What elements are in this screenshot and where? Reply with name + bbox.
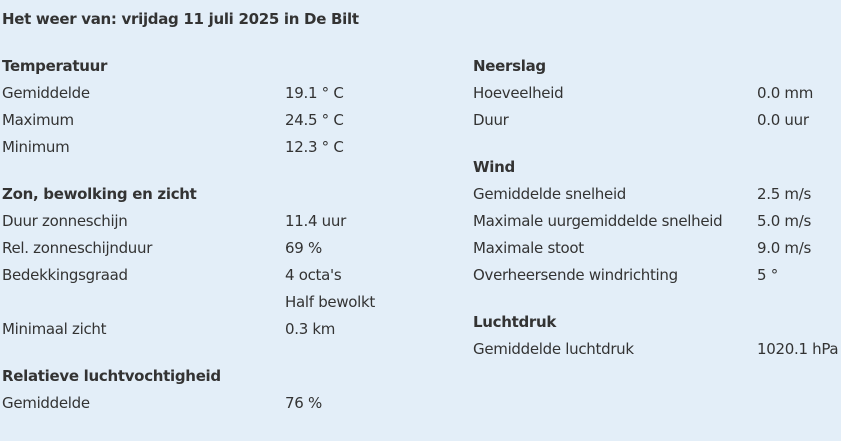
section-heading: Temperatuur <box>2 57 108 75</box>
row-value: 9.0 m/s <box>757 239 812 257</box>
row-value: 2.5 m/s <box>757 185 812 203</box>
row-label: Duur <box>473 111 509 129</box>
row-value: 0.3 km <box>285 320 336 338</box>
section-luchtdruk: Luchtdruk Gemiddelde luchtdruk 1020.1 hPa <box>473 309 841 363</box>
data-row: Duur 0.0 uur <box>473 107 841 134</box>
row-label: Gemiddelde luchtdruk <box>473 340 634 358</box>
section-temperatuur: Temperatuur Gemiddelde 19.1 ° C Maximum 24.5… <box>2 53 442 161</box>
section-heading: Relatieve luchtvochtigheid <box>2 367 221 385</box>
section-zon-bewolking-en-zicht: Zon, bewolking en zicht Duur zonneschijn 1… <box>2 181 442 343</box>
row-value: Half bewolkt <box>285 293 376 311</box>
section-neerslag: Neerslag Hoeveelheid 0.0 mm Duur 0.0 uur <box>473 53 841 134</box>
row-label: Minimaal zicht <box>2 320 107 338</box>
right-column: Neerslag Hoeveelheid 0.0 mm Duur 0.0 uur Wind… <box>473 53 841 383</box>
row-label <box>2 289 285 316</box>
row-value: 0.0 mm <box>757 84 814 102</box>
data-row: Gemiddelde 76 % <box>2 390 442 417</box>
row-value: 5 ° <box>757 266 778 284</box>
data-row: Rel. zonneschijnduur 69 % <box>2 235 442 262</box>
data-row: Gemiddelde 19.1 ° C <box>2 80 442 107</box>
row-label: Overheersende windrichting <box>473 266 678 284</box>
row-value: 11.4 uur <box>285 212 346 230</box>
row-value: 24.5 ° C <box>285 111 344 129</box>
data-row: Bedekkingsgraad 4 octa's <box>2 262 442 289</box>
section-heading: Zon, bewolking en zicht <box>2 185 197 203</box>
data-row: Overheersende windrichting 5 ° <box>473 262 841 289</box>
row-label: Gemiddelde <box>2 84 90 102</box>
data-row: Minimaal zicht 0.3 km <box>2 316 442 343</box>
data-row: Duur zonneschijn 11.4 uur <box>2 208 442 235</box>
row-label: Maximale stoot <box>473 239 584 257</box>
section-wind: Wind Gemiddelde snelheid 2.5 m/s Maximale u… <box>473 154 841 289</box>
data-row: Hoeveelheid 0.0 mm <box>473 80 841 107</box>
row-label: Bedekkingsgraad <box>2 266 128 284</box>
row-label: Rel. zonneschijnduur <box>2 239 153 257</box>
row-label: Maximale uurgemiddelde snelheid <box>473 212 723 230</box>
row-value: 19.1 ° C <box>285 84 344 102</box>
row-value: 1020.1 hPa <box>757 340 839 358</box>
data-row: Maximale uurgemiddelde snelheid 5.0 m/s <box>473 208 841 235</box>
data-row: Maximale stoot 9.0 m/s <box>473 235 841 262</box>
data-row: Minimum 12.3 ° C <box>2 134 442 161</box>
data-row: Gemiddelde luchtdruk 1020.1 hPa <box>473 336 841 363</box>
row-value: 4 octa's <box>285 266 342 284</box>
section-relatieve-luchtvochtigheid: Relatieve luchtvochtigheid Gemiddelde 76 % <box>2 363 442 417</box>
row-label: Duur zonneschijn <box>2 212 128 230</box>
data-row: Maximum 24.5 ° C <box>2 107 442 134</box>
row-label: Hoeveelheid <box>473 84 564 102</box>
row-label: Maximum <box>2 111 74 129</box>
left-column: Temperatuur Gemiddelde 19.1 ° C Maximum 24.5… <box>2 53 442 437</box>
row-value: 76 % <box>285 394 322 412</box>
row-label: Minimum <box>2 138 70 156</box>
data-row: Gemiddelde snelheid 2.5 m/s <box>473 181 841 208</box>
section-heading: Luchtdruk <box>473 313 557 331</box>
row-value: 0.0 uur <box>757 111 809 129</box>
section-heading: Wind <box>473 158 515 176</box>
row-value: 5.0 m/s <box>757 212 812 230</box>
row-value: 69 % <box>285 239 322 257</box>
data-row: Half bewolkt <box>2 289 442 316</box>
page-title: Het weer van: vrijdag 11 juli 2025 in De… <box>2 10 359 28</box>
row-label: Gemiddelde <box>2 394 90 412</box>
row-value: 12.3 ° C <box>285 138 344 156</box>
row-label: Gemiddelde snelheid <box>473 185 627 203</box>
section-heading: Neerslag <box>473 57 546 75</box>
